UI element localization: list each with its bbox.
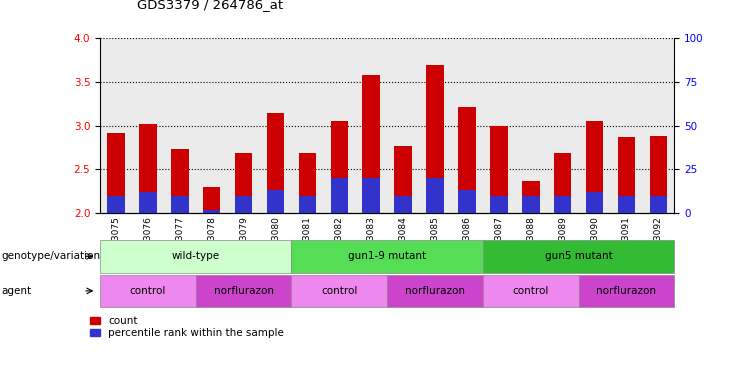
Bar xyxy=(203,210,221,213)
Bar xyxy=(522,196,539,213)
Text: agent: agent xyxy=(1,286,32,296)
Text: GDS3379 / 264786_at: GDS3379 / 264786_at xyxy=(137,0,283,12)
Bar xyxy=(554,153,571,213)
Bar xyxy=(490,126,508,213)
Bar xyxy=(490,196,508,213)
Text: control: control xyxy=(130,286,166,296)
Bar xyxy=(586,192,603,213)
Text: gun1-9 mutant: gun1-9 mutant xyxy=(348,251,426,262)
Bar xyxy=(650,136,667,213)
Text: control: control xyxy=(321,286,357,296)
Text: gun5 mutant: gun5 mutant xyxy=(545,251,613,262)
Bar xyxy=(267,190,285,213)
Bar xyxy=(330,178,348,213)
Bar xyxy=(586,121,603,213)
Bar xyxy=(203,187,221,213)
Text: wild-type: wild-type xyxy=(172,251,220,262)
Bar xyxy=(426,65,444,213)
Bar xyxy=(235,153,253,213)
Bar xyxy=(426,178,444,213)
Bar xyxy=(618,196,635,213)
Text: control: control xyxy=(513,286,549,296)
Bar xyxy=(554,196,571,213)
Text: norflurazon: norflurazon xyxy=(597,286,657,296)
Text: genotype/variation: genotype/variation xyxy=(1,251,101,262)
Bar xyxy=(171,149,188,213)
Legend: count, percentile rank within the sample: count, percentile rank within the sample xyxy=(90,316,284,338)
Bar xyxy=(267,113,285,213)
Bar xyxy=(107,196,124,213)
Bar xyxy=(394,196,412,213)
Bar xyxy=(139,192,156,213)
Bar xyxy=(299,196,316,213)
Bar xyxy=(299,153,316,213)
Bar xyxy=(107,133,124,213)
Bar xyxy=(458,106,476,213)
Bar xyxy=(362,75,380,213)
Text: norflurazon: norflurazon xyxy=(405,286,465,296)
Bar xyxy=(171,196,188,213)
Bar xyxy=(650,196,667,213)
Bar xyxy=(394,146,412,213)
Bar xyxy=(458,190,476,213)
Bar xyxy=(139,124,156,213)
Bar xyxy=(330,121,348,213)
Bar xyxy=(235,196,253,213)
Bar xyxy=(362,178,380,213)
Bar xyxy=(618,137,635,213)
Bar xyxy=(522,181,539,213)
Text: norflurazon: norflurazon xyxy=(213,286,273,296)
